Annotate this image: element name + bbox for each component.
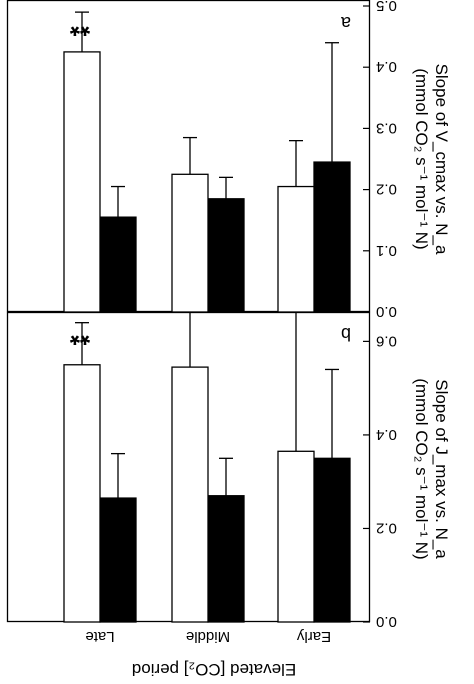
panel-b-yunits-text: (mmol CO₂ s⁻¹ mol⁻¹ N) xyxy=(412,378,431,559)
panel-a: a Slope of V_cmax vs. N_a (mmol CO₂ s⁻¹ … xyxy=(6,0,451,320)
panel-a-bar xyxy=(313,161,351,313)
panel-a-bar xyxy=(277,185,315,313)
panel-b-ytick-label: 0.6 xyxy=(376,332,397,349)
panel-b-category-label: Late xyxy=(85,628,114,645)
panel-b-category-label: Middle xyxy=(186,628,230,645)
panel-a-yunits-text: (mmol CO₂ s⁻¹ mol⁻¹ N) xyxy=(412,68,431,249)
panel-b-bar xyxy=(313,457,351,623)
panel-b-plot: 0.0 0.2 0.4 0.6 Early Middle Late ** xyxy=(6,298,397,645)
panel-b-bar xyxy=(171,366,209,623)
panel-b-letter: b xyxy=(341,324,351,344)
panel-a-ytick-label: 0.4 xyxy=(376,58,397,75)
panel-a-bar xyxy=(171,173,209,313)
panel-b-bar xyxy=(207,495,245,623)
panel-a-ytick-label: 0.0 xyxy=(376,303,397,320)
panel-a-ytick-label: 0.3 xyxy=(376,119,397,136)
panel-b-bar xyxy=(277,450,315,623)
panel-b-ylabel-text: Slope of J_max vs. N_a xyxy=(432,379,451,559)
panel-a-ytick-label: 0.1 xyxy=(376,242,397,259)
panel-b-bar xyxy=(63,364,101,623)
panel-a-ylabel: Slope of V_cmax vs. N_a (mmol CO₂ s⁻¹ mo… xyxy=(412,64,451,255)
panel-a-ylabel-text: Slope of V_cmax vs. N_a xyxy=(432,64,451,255)
panel-a-plot: 0.0 0.1 0.2 0.3 0.4 0.5 ** xyxy=(6,0,397,320)
panel-a-bar xyxy=(207,198,245,313)
panel-a-bar xyxy=(63,51,101,313)
panel-a-letter: a xyxy=(340,13,351,33)
panel-b: b Slope of J_max vs. N_a (mmol CO₂ s⁻¹ m… xyxy=(6,298,451,645)
panel-a-bar xyxy=(99,216,137,313)
panel-a-ytick-label: 0.5 xyxy=(376,0,397,14)
panel-b-ytick-label: 0.2 xyxy=(376,519,397,536)
figure-title: Elevated [CO₂] period xyxy=(132,660,296,679)
panel-b-ylabel: Slope of J_max vs. N_a (mmol CO₂ s⁻¹ mol… xyxy=(412,378,451,559)
panel-b-bar xyxy=(99,497,137,623)
panel-b-significance: ** xyxy=(69,321,90,351)
panel-b-category-label: Early xyxy=(296,628,331,645)
panel-a-ytick-label: 0.2 xyxy=(376,181,397,198)
panel-b-ytick-label: 0.0 xyxy=(376,613,397,630)
panel-b-ytick-label: 0.4 xyxy=(376,426,397,443)
panel-a-significance: ** xyxy=(69,12,90,42)
